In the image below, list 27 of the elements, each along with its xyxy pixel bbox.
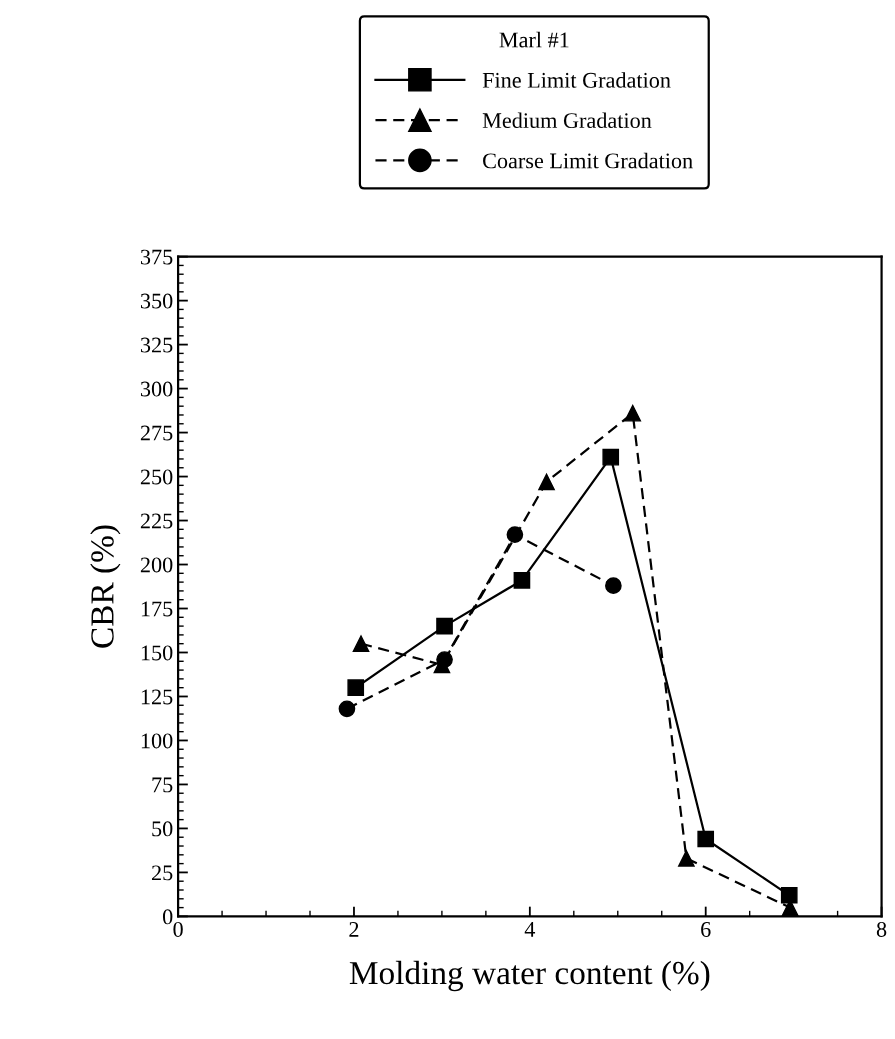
y-tick-label: 325: [140, 337, 173, 353]
legend-label: Coarse Limit Gradation: [483, 152, 693, 169]
y-tick-label: 225: [140, 513, 173, 529]
y-tick-label: 175: [141, 601, 173, 617]
y-tick-label: 125: [141, 689, 173, 705]
y-tick-label: 0: [162, 909, 173, 925]
x-tick-label: 0: [173, 921, 183, 937]
y-axis-title: CBR (%): [90, 525, 121, 648]
x-tick-label: 2: [349, 921, 359, 937]
y-tick-label: 25: [152, 865, 173, 881]
y-tick-label: 250: [140, 469, 173, 485]
legend-title: Marl #1: [499, 31, 569, 48]
y-tick-label: 150: [141, 645, 173, 661]
y-tick-label: 275: [140, 425, 173, 441]
y-tick-label: 200: [140, 557, 173, 573]
y-tick-label: 50: [152, 821, 173, 837]
x-tick-label: 6: [701, 921, 711, 937]
x-tick-label: 8: [876, 921, 887, 937]
x-tick-label: 4: [524, 922, 536, 937]
y-tick-label: 350: [140, 293, 173, 309]
y-tick-label: 300: [140, 381, 173, 397]
legend-label: Fine Limit Gradation: [482, 72, 671, 88]
y-tick-label: 100: [141, 733, 173, 749]
y-tick-label: 375: [140, 249, 173, 265]
x-axis-title: Molding water content (%): [349, 960, 710, 992]
legend-label: Medium Gradation: [482, 112, 652, 129]
y-tick-label: 75: [152, 777, 173, 793]
